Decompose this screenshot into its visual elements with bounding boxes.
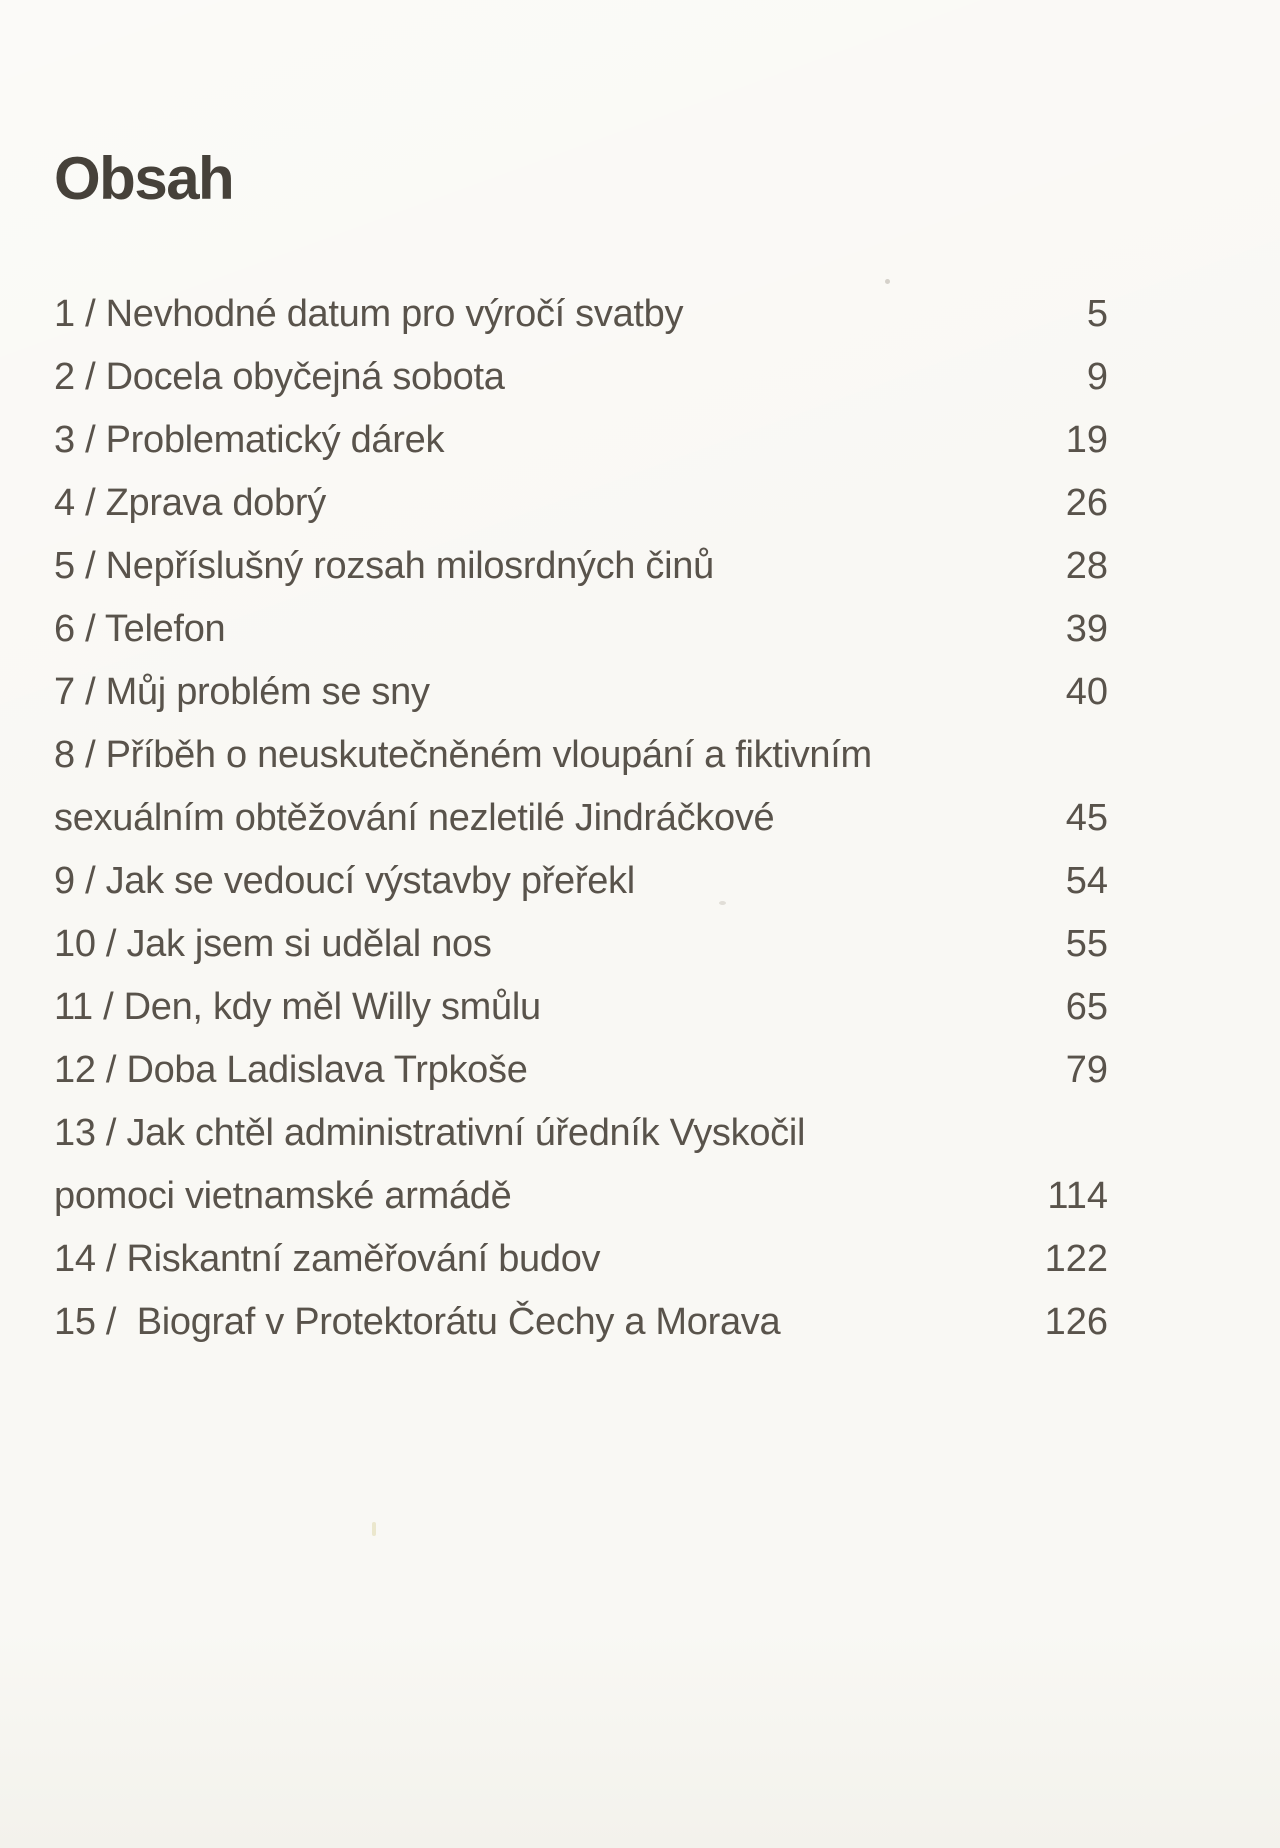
scan-speck xyxy=(372,1522,376,1536)
toc-entry-title: 2 / Docela obyčejná sobota xyxy=(54,346,1063,409)
toc-entry-page-number: 55 xyxy=(1065,923,1108,965)
toc-entry-title: 7 / Můj problém se sny xyxy=(54,661,1042,724)
toc-entry-page-number: 5 xyxy=(1086,293,1108,335)
toc-line: 14 / Riskantní zaměřování budov xyxy=(54,1238,601,1280)
toc-entry-title: 15 / Biograf v Protektorátu Čechy a Mora… xyxy=(54,1291,1021,1354)
toc-entry-page-number: 19 xyxy=(1065,419,1108,461)
toc-entry-title: 13 / Jak chtěl administrativní úředník V… xyxy=(54,1102,1023,1228)
toc-entry-title: 3 / Problematický dárek xyxy=(54,409,1042,472)
toc-entry-page-number: 28 xyxy=(1065,545,1108,587)
toc-line: 15 / Biograf v Protektorátu Čechy a Mora… xyxy=(54,1301,781,1343)
toc-line: sexuálním obtěžování nezletilé Jindráčko… xyxy=(54,797,775,839)
toc-line: 10 / Jak jsem si udělal nos xyxy=(54,923,492,965)
toc-entry-title: 9 / Jak se vedoucí výstavby přeřekl xyxy=(54,850,1042,913)
toc-entry-title: 8 / Příběh o neuskutečněném vloupání a f… xyxy=(54,724,1042,850)
toc-entry: 13 / Jak chtěl administrativní úředník V… xyxy=(54,1102,1108,1228)
toc-entry: 14 / Riskantní zaměřování budov 122 xyxy=(54,1228,1108,1291)
toc-line: 9 / Jak se vedoucí výstavby přeřekl xyxy=(54,860,635,902)
toc-line: 8 / Příběh o neuskutečněném vloupání a f… xyxy=(54,734,872,776)
toc-entry: 10 / Jak jsem si udělal nos 55 xyxy=(54,913,1108,976)
toc-entry: 6 / Telefon 39 xyxy=(54,598,1108,661)
toc-entry-page-number: 122 xyxy=(1044,1238,1108,1280)
page-title: Obsah xyxy=(54,145,235,212)
toc-entry: 9 / Jak se vedoucí výstavby přeřekl 54 xyxy=(54,850,1108,913)
toc-entry-title: 4 / Zprava dobrý xyxy=(54,472,1042,535)
toc-entry-page-number: 39 xyxy=(1065,608,1108,650)
toc-entry-page-number: 54 xyxy=(1065,860,1108,902)
toc-line: 5 / Nepříslušný rozsah milosrdných činů xyxy=(54,545,714,587)
toc-line: 6 / Telefon xyxy=(54,608,226,650)
toc-line: 11 / Den, kdy měl Willy smůlu xyxy=(54,986,541,1028)
toc-entry: 7 / Můj problém se sny 40 xyxy=(54,661,1108,724)
toc-entry-title: 11 / Den, kdy měl Willy smůlu xyxy=(54,976,1042,1039)
toc-line: 12 / Doba Ladislava Trpkoše xyxy=(54,1049,528,1091)
toc-entry: 12 / Doba Ladislava Trpkoše 79 xyxy=(54,1039,1108,1102)
toc-entry-title: 14 / Riskantní zaměřování budov xyxy=(54,1228,1021,1291)
toc-list: 1 / Nevhodné datum pro výročí svatby 5 2… xyxy=(54,283,1108,1354)
toc-entry: 11 / Den, kdy měl Willy smůlu 65 xyxy=(54,976,1108,1039)
toc-line: 1 / Nevhodné datum pro výročí svatby xyxy=(54,293,684,335)
toc-entry-title: 12 / Doba Ladislava Trpkoše xyxy=(54,1039,1042,1102)
toc-entry-page-number: 126 xyxy=(1044,1301,1108,1343)
toc-line: 4 / Zprava dobrý xyxy=(54,482,326,524)
toc-entry: 15 / Biograf v Protektorátu Čechy a Mora… xyxy=(54,1291,1108,1354)
toc-entry-page-number: 79 xyxy=(1065,1049,1108,1091)
toc-entry: 1 / Nevhodné datum pro výročí svatby 5 xyxy=(54,283,1108,346)
toc-line: pomoci vietnamské armádě xyxy=(54,1175,512,1217)
toc-entry-page-number: 9 xyxy=(1086,356,1108,398)
toc-entry-page-number: 26 xyxy=(1065,482,1108,524)
toc-entry-page-number: 40 xyxy=(1065,671,1108,713)
toc-line: 3 / Problematický dárek xyxy=(54,419,445,461)
toc-entry-page-number: 45 xyxy=(1065,797,1108,839)
toc-entry: 3 / Problematický dárek 19 xyxy=(54,409,1108,472)
toc-entry: 2 / Docela obyčejná sobota 9 xyxy=(54,346,1108,409)
toc-entry-title: 6 / Telefon xyxy=(54,598,1042,661)
toc-entry-page-number: 65 xyxy=(1065,986,1108,1028)
toc-entry: 4 / Zprava dobrý 26 xyxy=(54,472,1108,535)
toc-entry: 5 / Nepříslušný rozsah milosrdných činů … xyxy=(54,535,1108,598)
toc-entry-page-number: 114 xyxy=(1047,1175,1108,1217)
toc-entry-title: 5 / Nepříslušný rozsah milosrdných činů xyxy=(54,535,1042,598)
toc-entry: 8 / Příběh o neuskutečněném vloupání a f… xyxy=(54,724,1108,850)
toc-entry-title: 10 / Jak jsem si udělal nos xyxy=(54,913,1042,976)
toc-line: 13 / Jak chtěl administrativní úředník V… xyxy=(54,1112,806,1154)
toc-line: 2 / Docela obyčejná sobota xyxy=(54,356,505,398)
toc-entry-title: 1 / Nevhodné datum pro výročí svatby xyxy=(54,283,1063,346)
toc-line: 7 / Můj problém se sny xyxy=(54,671,430,713)
